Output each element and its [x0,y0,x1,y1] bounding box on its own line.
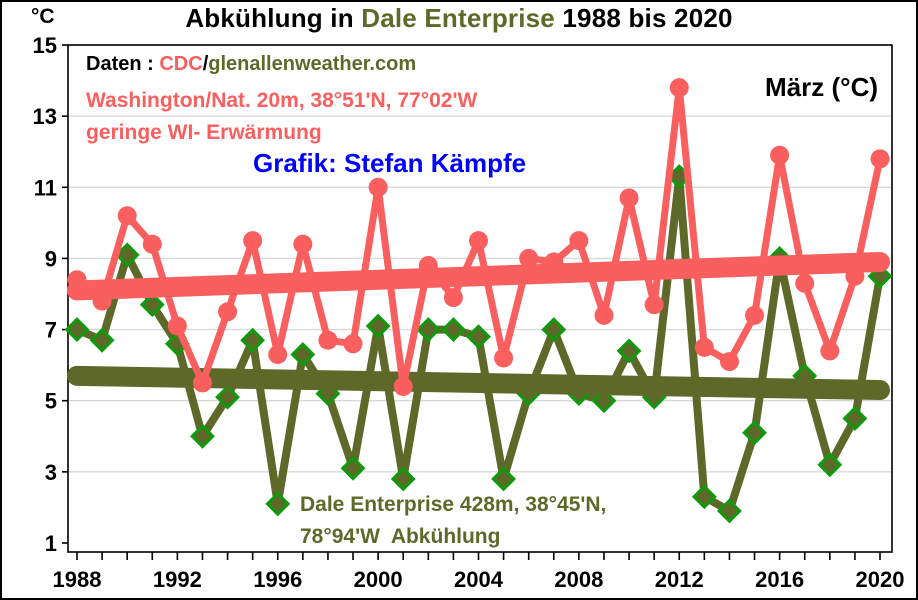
source-note-cdc: CDC [159,53,203,75]
dale-enterprise-point-2010 [616,338,642,364]
x-tick-label-1988: 1988 [53,567,102,592]
dale-enterprise-point-1989 [89,327,115,353]
credit-label: Grafik: Stefan Kämpfe [253,148,527,178]
washington-point-2011 [644,295,664,315]
washington-point-1999 [343,334,363,354]
washington-point-2008 [569,231,589,251]
washington-point-2015 [745,305,765,325]
dale-enterprise-point-2004 [466,324,491,350]
x-tick-label-2016: 2016 [755,567,804,592]
washington-point-2010 [619,188,639,208]
washington-point-1990 [117,206,137,226]
x-tick-label-1996: 1996 [253,567,302,592]
title-highlight: Dale Enterprise [361,3,555,33]
dale-enterprise-point-1994 [215,384,241,410]
dale-enterprise-point-1997 [290,342,316,367]
washington-point-2020 [870,149,890,169]
washington-point-1994 [218,302,238,322]
dale-enterprise-point-2002 [415,317,441,343]
washington-point-2000 [368,177,388,197]
dale-enterprise-point-1988 [64,317,90,343]
washington-point-2014 [719,352,739,372]
dale-enterprise-point-1999 [340,455,366,481]
washington-point-1991 [142,234,162,254]
washington-point-2004 [469,231,488,251]
y-tick-label-13: 13 [33,104,57,129]
chart-title: Abkühlung in Dale Enterprise 1988 bis 20… [2,3,916,34]
washington-point-2003 [443,288,463,308]
dale-enterprise-point-2007 [541,317,567,343]
y-tick-label-1: 1 [45,531,57,556]
washington-point-2017 [795,273,815,293]
x-tick-label-2000: 2000 [354,567,403,592]
dale-enterprise-point-2000 [365,313,391,339]
washington-trend-line [67,251,890,301]
washington-series [67,78,890,396]
washington-point-2005 [494,348,514,368]
plot-border [67,44,893,553]
title-prefix: Abkühlung in [185,3,362,33]
dale-enterprise-point-1995 [240,327,266,353]
dale-station-label-line1: Dale Enterprise 428m, 38°45'N, [300,493,607,516]
y-tick-label-11: 11 [34,175,57,200]
x-tick-label-2008: 2008 [554,567,603,592]
y-tick-label-5: 5 [45,389,57,414]
washington-point-1992 [167,316,187,336]
warming-note: geringe WI- Erwärmung [86,121,322,144]
dale-enterprise-point-2003 [440,317,466,343]
x-tick-label-2012: 2012 [655,567,704,592]
x-tick-label-2004: 2004 [454,567,504,592]
dale-enterprise-point-1990 [114,242,140,268]
dale-enterprise-point-2009 [591,388,617,414]
dale-enterprise-point-2014 [716,498,742,524]
dale-station-label-line2: 78°94'W Abkühlung [300,525,501,548]
washington-point-1996 [268,344,288,364]
washington-point-2006 [519,248,539,268]
source-note-site: glenallenweather.com [208,53,417,75]
y-tick-label-3: 3 [45,460,57,485]
washington-point-1993 [192,373,212,393]
y-tick-label-7: 7 [45,318,57,343]
y-tick-label-15: 15 [33,33,57,58]
washington-point-2016 [770,145,790,165]
month-label: März (°C) [765,72,878,102]
axis-ticks [62,44,881,560]
washington-point-2013 [694,337,714,357]
dale-enterprise-point-1991 [139,292,165,318]
dale-enterprise-trend-line [67,365,890,401]
dale-enterprise-point-2005 [491,466,517,492]
washington-point-2018 [820,341,840,361]
dale-enterprise-point-2001 [390,466,416,492]
washington-point-2001 [393,376,413,396]
source-note: Daten : CDC/glenallenweather.com [86,53,416,76]
washington-point-1998 [318,330,338,350]
x-tick-label-1992: 1992 [153,567,202,592]
dale-enterprise-point-1993 [190,423,215,449]
dale-enterprise-point-2015 [742,420,767,446]
source-note-slash: / [202,53,209,75]
source-note-label: Daten : [86,53,160,75]
x-tick-label-2020: 2020 [856,567,905,592]
washington-point-2009 [594,305,614,325]
dale-enterprise-point-2019 [842,406,868,431]
dale-enterprise-point-2018 [817,452,843,478]
title-suffix: 1988 bis 2020 [554,3,733,33]
washington-point-2012 [669,78,689,98]
y-tick-label-9: 9 [45,246,57,271]
y-axis-unit-label: °C [31,5,55,28]
dale-enterprise-point-1996 [265,491,291,517]
x-tick-labels: 1988 1992 1996 2000 2004 2008 2012 2016 2020 [53,567,905,592]
washington-point-1997 [293,234,313,254]
washington-point-1995 [243,231,263,251]
washington-station-label: Washington/Nat. 20m, 38°51'N, 77°02'W [86,89,478,112]
dale-enterprise-point-2013 [691,484,717,510]
